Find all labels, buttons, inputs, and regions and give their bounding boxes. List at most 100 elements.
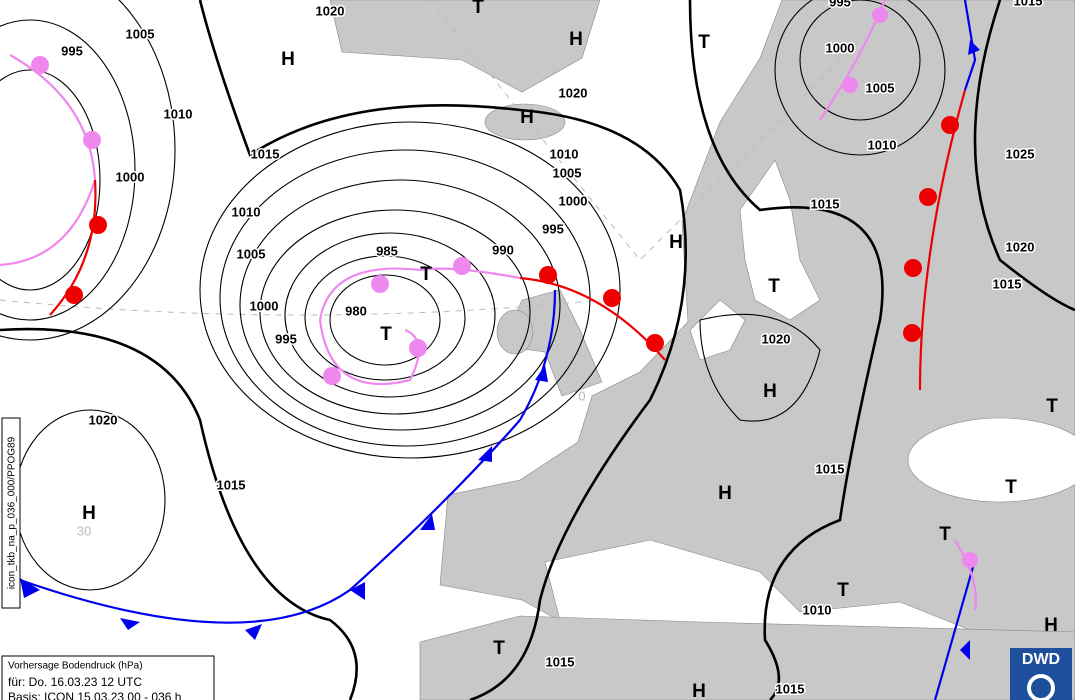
occlusion-symbol	[323, 367, 341, 385]
pressure-center: H	[281, 49, 295, 70]
logo-text: DWD	[1022, 651, 1060, 668]
isobar-label: 1000	[250, 298, 279, 313]
isobar-label: 1015	[811, 196, 840, 211]
dwd-logo: DWD	[1010, 648, 1072, 700]
pressure-center: T	[380, 324, 392, 345]
pressure-center: T	[1046, 396, 1058, 417]
warm-symbol	[603, 289, 621, 307]
front-symbols	[20, 7, 980, 660]
side-frame	[1, 417, 21, 609]
warm-symbol	[646, 334, 664, 352]
isobar-label: 1020	[762, 331, 791, 346]
cold-front	[963, 0, 977, 91]
warm-symbol	[89, 216, 107, 234]
isobar	[199, 121, 621, 459]
warm-symbol	[904, 259, 922, 277]
isobar-label: 1015	[993, 276, 1022, 291]
occlusion-symbol	[962, 552, 978, 568]
isobar-label: 1005	[553, 165, 582, 180]
isobar-label: 1020	[559, 85, 588, 100]
cold-symbol	[968, 40, 980, 55]
isobar-label: 1020	[89, 412, 118, 427]
black-sea	[907, 417, 1075, 503]
isobar-label: 1010	[164, 106, 193, 121]
info-box: Vorhersage Bodendruck (hPa) für: Do. 16.…	[1, 655, 215, 700]
isobar-label: 1020	[316, 3, 345, 18]
isobar	[198, 0, 687, 700]
isobar-label: 995	[542, 221, 564, 236]
occlusion-symbol	[409, 339, 427, 357]
occluded-front	[0, 54, 97, 267]
cold-symbol	[350, 582, 365, 600]
isobar-label: 1010	[868, 137, 897, 152]
cold-symbol	[20, 578, 40, 598]
occluded-front	[318, 267, 521, 386]
isobar	[774, 0, 946, 156]
grid	[0, 0, 901, 316]
warm-symbol	[919, 188, 937, 206]
isobar-label: 995	[829, 0, 851, 9]
warm-symbol	[539, 266, 557, 284]
pressure-center: T	[472, 0, 484, 18]
pressure-center: T	[420, 264, 432, 285]
pressure-center: T	[493, 638, 505, 659]
occlusion-symbol	[842, 77, 858, 93]
land	[329, 0, 1075, 700]
info-frame	[1, 655, 215, 700]
isobar	[699, 313, 821, 422]
isobar-label: 1005	[866, 80, 895, 95]
labels: 1020 1005 995 1010 1000 1015 1010 1005 1000 995 98…	[60, 0, 1059, 700]
isobar-label: 985	[376, 243, 398, 258]
isobar	[0, 19, 136, 321]
isobar	[688, 0, 884, 700]
isobar	[0, 69, 101, 291]
pressure-center: H	[763, 381, 777, 402]
pressure-center: H	[669, 232, 683, 253]
isobar-label: 1015	[251, 146, 280, 161]
occlusion-symbol	[453, 257, 471, 275]
occlusion-symbol	[371, 275, 389, 293]
cold-front	[933, 559, 977, 700]
grid-label: 0	[578, 388, 585, 403]
isobar	[799, 0, 921, 121]
isobar-label: 1015	[816, 461, 845, 476]
isobar-label: 1000	[559, 193, 588, 208]
pressure-center: T	[1005, 477, 1017, 498]
isobar-label: 1020	[1006, 239, 1035, 254]
isobar-label: 1005	[237, 246, 266, 261]
isobar-label: 990	[492, 242, 514, 257]
pressure-center: T	[837, 580, 849, 601]
greenland	[329, 0, 601, 93]
cold-symbol	[420, 514, 435, 530]
baltic	[739, 159, 821, 321]
isobar-label: 1010	[550, 146, 579, 161]
info-base: Basis: ICON 15.03.23 00 - 036 h	[8, 690, 181, 700]
info-valid: für: Do. 16.03.23 12 UTC	[8, 675, 142, 689]
occluded-front	[954, 539, 977, 611]
pressure-center: T	[698, 32, 710, 53]
grid-label: 30	[77, 523, 91, 538]
isobar	[239, 179, 561, 431]
cold-symbol	[535, 365, 548, 382]
isobar-label: 1000	[826, 40, 855, 55]
isobar-label: 995	[61, 43, 83, 58]
grid-line	[429, 0, 901, 261]
isobar-label: 1025	[1006, 146, 1035, 161]
isobar	[259, 209, 531, 415]
warm-symbol	[65, 286, 83, 304]
isobar-label: 1010	[232, 204, 261, 219]
isobar-label: 1015	[546, 654, 575, 669]
pressure-center: H	[569, 29, 583, 50]
isobar	[973, 0, 1075, 312]
isobar	[0, 327, 358, 700]
pressure-center: H	[82, 503, 96, 524]
isobar-label: 1000	[116, 169, 145, 184]
isobar-label: 1015	[217, 477, 246, 492]
pressure-center: H	[1044, 615, 1058, 636]
occlusion-symbol	[83, 131, 101, 149]
isobar	[14, 409, 166, 591]
cold-symbol	[478, 446, 492, 462]
occlusion-symbol	[872, 7, 888, 23]
isobar-label: 1010	[803, 602, 832, 617]
side-label: icon_tkb_na_p_036_000/PPOG89	[7, 436, 18, 589]
